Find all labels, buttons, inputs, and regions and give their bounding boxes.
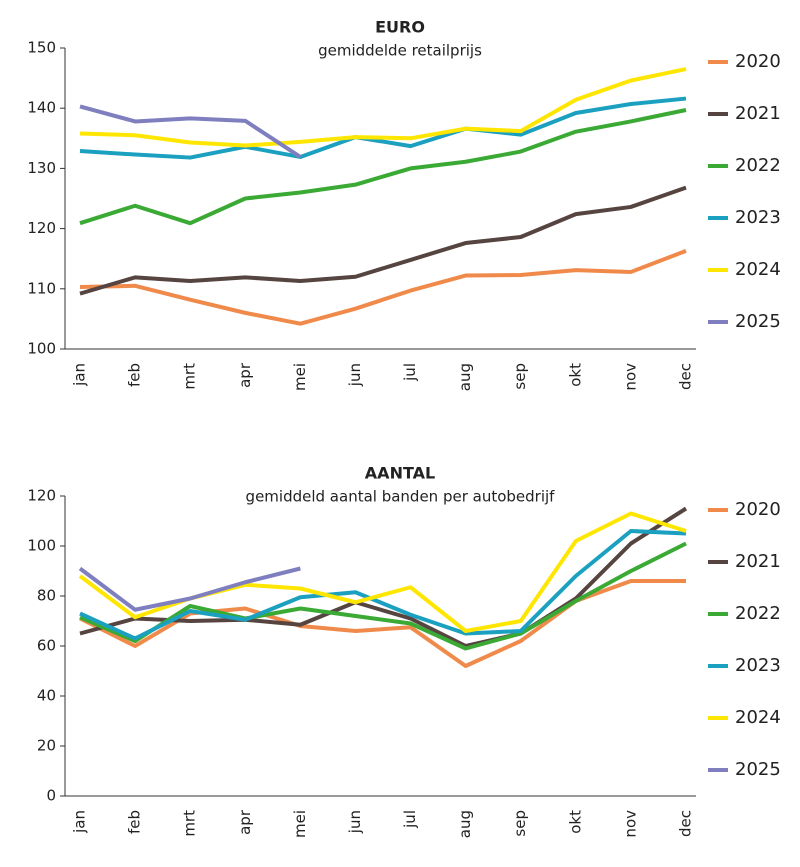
series-line	[79, 541, 687, 651]
series-line	[79, 104, 302, 159]
y-tick-label: 40	[37, 687, 56, 705]
y-tick-label: 110	[27, 279, 56, 297]
series-line	[79, 185, 687, 296]
x-tick-label: okt	[566, 810, 584, 834]
series-line	[79, 506, 688, 648]
x-tick-label: jun	[346, 363, 364, 387]
legend-label: 2020	[735, 51, 781, 72]
series-line	[79, 529, 687, 641]
x-tick-label: feb	[126, 363, 144, 387]
x-tick-label: mei	[291, 363, 309, 391]
x-tick-label: dec	[677, 810, 695, 837]
x-tick-label: nov	[621, 363, 639, 391]
legend-label: 2024	[735, 259, 781, 280]
series-line	[79, 249, 687, 326]
series-line	[78, 566, 301, 612]
y-tick-label: 100	[27, 537, 56, 555]
x-tick-label: mrt	[181, 363, 199, 390]
y-tick-label: 140	[27, 99, 56, 117]
x-tick-label: dec	[677, 363, 695, 390]
legend-label: 2023	[735, 207, 781, 228]
x-tick-label: jun	[346, 810, 364, 834]
x-tick-label: apr	[236, 809, 254, 835]
x-tick-label: sep	[511, 363, 529, 390]
x-tick-label: jan	[71, 363, 89, 387]
legend-label: 2022	[735, 603, 781, 624]
y-tick-label: 120	[27, 219, 56, 237]
legend-label: 2021	[735, 103, 781, 124]
y-tick-label: 130	[27, 159, 56, 177]
x-tick-label: okt	[566, 363, 584, 387]
x-tick-label: mei	[291, 810, 309, 838]
legend-label: 2023	[735, 655, 781, 676]
legend-label: 2020	[735, 499, 781, 520]
series-line	[79, 96, 687, 160]
chart-title: EURO	[375, 18, 425, 37]
y-tick-label: 20	[37, 737, 56, 755]
chart-subtitle: gemiddeld aantal banden per autobedrijf	[246, 488, 556, 506]
series-line	[78, 511, 687, 633]
legend-label: 2021	[735, 551, 781, 572]
x-tick-label: apr	[236, 362, 254, 388]
y-tick-label: 150	[27, 39, 56, 57]
x-tick-label: feb	[126, 810, 144, 834]
x-tick-label: nov	[621, 810, 639, 838]
x-tick-label: mrt	[181, 810, 199, 837]
x-tick-label: aug	[456, 810, 474, 838]
y-tick-label: 100	[27, 340, 56, 358]
y-tick-label: 120	[27, 487, 56, 505]
y-tick-label: 80	[37, 587, 56, 605]
legend-label: 2025	[735, 759, 781, 780]
chart-subtitle: gemiddelde retailprijs	[318, 42, 482, 60]
y-tick-label: 60	[37, 637, 56, 655]
series-line	[79, 67, 687, 148]
x-tick-label: sep	[511, 810, 529, 837]
chart-title: AANTAL	[365, 464, 435, 483]
y-tick-label: 0	[46, 787, 56, 805]
x-tick-label: jul	[401, 810, 419, 829]
x-tick-label: aug	[456, 363, 474, 391]
legend-label: 2022	[735, 155, 781, 176]
x-tick-label: jan	[71, 810, 89, 834]
legend-label: 2024	[735, 707, 781, 728]
legend-label: 2025	[735, 311, 781, 332]
series-line	[79, 108, 687, 226]
x-tick-label: jul	[401, 363, 419, 382]
